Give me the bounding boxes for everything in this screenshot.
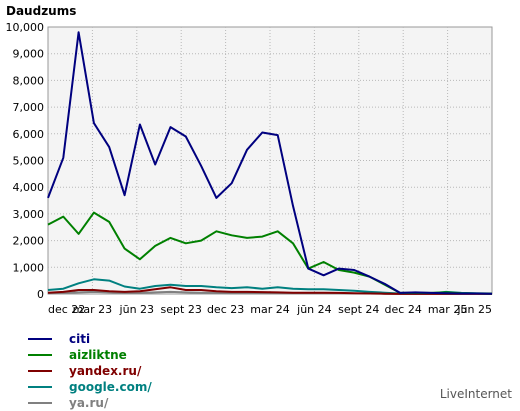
x-tick-label: mar 25 <box>428 303 467 316</box>
series-lines <box>47 31 493 295</box>
y-tick-label: 7,000 <box>13 101 45 114</box>
x-tick-label: sept 23 <box>161 303 202 316</box>
x-tick-label: mar 24 <box>250 303 289 316</box>
x-tick-label: jūn 24 <box>296 303 332 316</box>
x-tick-label: dec 24 <box>385 303 422 316</box>
y-axis-ticks: 0 1,000 2,000 3,000 4,000 5,000 6,000 7,000 8,00… <box>6 21 45 301</box>
y-tick-label: 10,000 <box>6 21 45 34</box>
legend-label: google.com/ <box>69 380 152 394</box>
legend-item: aizliktne <box>28 347 152 363</box>
y-tick-label: 6,000 <box>13 128 45 141</box>
chart-title: Daudzums <box>6 4 76 18</box>
series-line-yandex-ru <box>47 286 492 295</box>
line-chart: Daudzums 0 1,000 2,000 3,000 4,000 5,000 6,000… <box>6 4 493 316</box>
y-tick-label: 0 <box>37 288 44 301</box>
legend: citi aizliktne yandex.ru/google.com/ya.ru/ <box>28 331 152 411</box>
grid <box>48 27 492 294</box>
x-tick-label: dec 22 <box>48 303 85 316</box>
legend-swatch <box>28 370 52 372</box>
x-tick-label: mar 23 <box>73 303 112 316</box>
legend-label: ya.ru/ <box>69 396 109 410</box>
legend-item: citi <box>28 331 152 347</box>
legend-swatch <box>28 402 52 404</box>
y-tick-label: 4,000 <box>13 181 45 194</box>
y-tick-label: 5,000 <box>13 155 45 168</box>
x-tick-label: jūn 25 <box>457 303 493 316</box>
x-tick-label: jūn 23 <box>119 303 155 316</box>
y-tick-label: 3,000 <box>13 208 45 221</box>
x-tick-label: sept 24 <box>338 303 379 316</box>
legend-label: citi <box>69 332 91 346</box>
legend-item: ya.ru/ <box>28 395 152 411</box>
legend-item: yandex.ru/ <box>28 363 152 379</box>
y-tick-label: 1,000 <box>13 261 45 274</box>
y-tick-label: 8,000 <box>13 74 45 87</box>
legend-swatch <box>28 386 52 388</box>
legend-item: google.com/ <box>28 379 152 395</box>
x-tick-label: dec 23 <box>207 303 244 316</box>
legend-label: yandex.ru/ <box>69 364 142 378</box>
footer-brand: LiveInternet <box>439 387 512 401</box>
legend-swatch <box>28 354 52 356</box>
series-line-citi <box>47 31 493 295</box>
legend-label: aizliktne <box>69 348 127 362</box>
legend-swatch <box>28 338 52 340</box>
y-tick-label: 2,000 <box>13 235 45 248</box>
y-tick-label: 9,000 <box>13 48 45 61</box>
